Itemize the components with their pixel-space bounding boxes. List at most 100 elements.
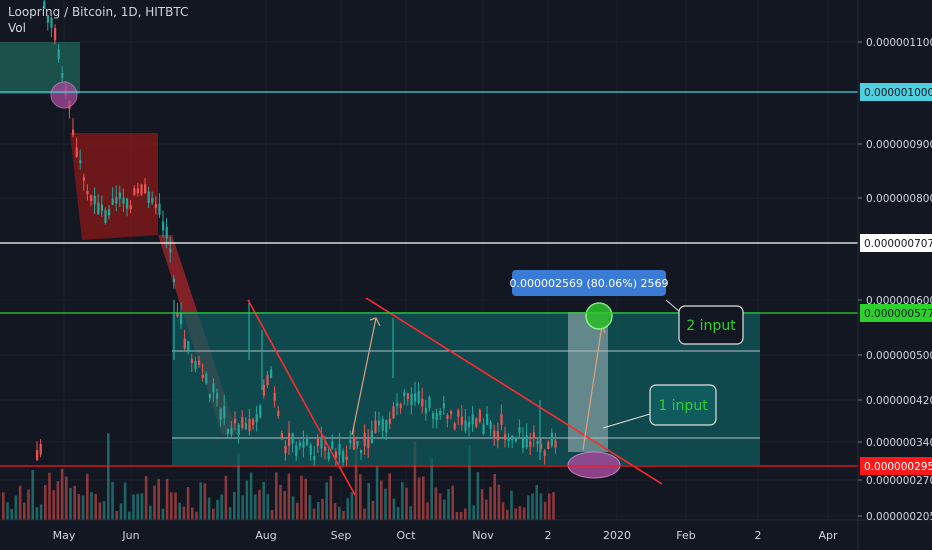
volume-bar	[531, 493, 534, 520]
y-tick-label: 0.0000003400	[866, 437, 932, 449]
volume-bar	[6, 502, 9, 520]
volume-bar	[195, 511, 198, 520]
candle-body	[450, 411, 453, 415]
x-tick-label: Oct	[396, 529, 416, 542]
volume-bar	[44, 485, 47, 520]
candle-body	[104, 210, 107, 223]
y-tick-label: 0.0000009000	[866, 139, 932, 151]
candle-body	[428, 397, 431, 408]
candle-body	[439, 410, 442, 416]
candle-body	[82, 177, 85, 181]
volume-bar	[136, 493, 139, 520]
candle-body	[453, 423, 456, 430]
candle-body	[435, 413, 438, 421]
volume-bar	[489, 486, 492, 520]
y-tick-label: 0.0000002050	[866, 511, 932, 523]
candle-body	[176, 312, 179, 317]
candle-body	[79, 159, 82, 163]
x-tick-label: Feb	[676, 529, 695, 542]
candle-body	[39, 443, 42, 455]
volume-bar	[18, 485, 22, 520]
candle-body	[464, 420, 467, 431]
candle-body	[90, 195, 93, 201]
volume-bar	[270, 509, 274, 520]
trendline-descending-short	[247, 299, 356, 496]
callout-pointer-1	[602, 413, 651, 429]
candle-body	[291, 433, 294, 444]
volume-bar	[149, 505, 152, 520]
volume-bar	[69, 487, 72, 520]
volume-bar	[333, 503, 337, 520]
candle-body	[478, 409, 481, 422]
candle-body	[172, 278, 175, 283]
volume-bar	[548, 493, 551, 520]
candle-body	[108, 209, 111, 216]
volume-bar	[501, 502, 505, 520]
volume-bar	[283, 490, 286, 520]
candle-body	[306, 437, 309, 445]
volume-bar	[174, 492, 177, 520]
volume-bar	[56, 481, 60, 520]
candle-body	[262, 384, 265, 396]
trendline-descending-long	[365, 297, 663, 485]
candle-body	[126, 198, 129, 209]
candle-body	[460, 416, 463, 425]
volume-bar	[48, 472, 51, 520]
candle-body	[554, 440, 557, 448]
candle-body	[360, 449, 363, 454]
candle-body	[424, 407, 427, 414]
candle-body	[316, 437, 319, 447]
candle-body	[216, 393, 219, 399]
arrow-head-1	[369, 317, 381, 327]
volume-bar	[77, 494, 81, 520]
candle-body	[151, 198, 154, 203]
candle-body	[248, 418, 251, 432]
candle-body	[522, 438, 525, 448]
candle-body	[356, 441, 359, 446]
candle-body	[525, 435, 528, 448]
volume-bar	[321, 498, 324, 520]
x-tick-label: Sep	[331, 529, 352, 542]
candle-body	[457, 410, 460, 417]
candle-body	[334, 451, 337, 458]
candle-body	[493, 430, 496, 439]
volume-bar	[178, 502, 181, 520]
candle-body	[212, 383, 215, 393]
candle-body	[298, 442, 301, 447]
callout-label-1: 1 input	[658, 398, 708, 414]
candle-body	[273, 392, 276, 401]
volume-bar	[140, 493, 144, 520]
candle-body	[403, 392, 406, 396]
x-tick-label: 2	[545, 529, 552, 542]
candle-body	[180, 312, 183, 324]
volume-bar	[312, 508, 316, 520]
volume-bar	[241, 495, 244, 520]
candle-body	[237, 424, 240, 435]
candle-body	[396, 403, 399, 407]
candle-body	[190, 358, 193, 363]
volume-bar	[300, 475, 303, 520]
candle-body	[374, 420, 377, 433]
candle-body	[529, 441, 532, 447]
candle-body	[406, 393, 409, 399]
candle-body	[547, 442, 550, 449]
volume-bar	[329, 476, 333, 520]
volume-bar	[291, 496, 295, 520]
volume-bar	[115, 511, 118, 520]
volume-bar	[527, 495, 530, 520]
volume-bar	[539, 493, 543, 520]
volume-bar	[363, 508, 366, 520]
candle-body	[486, 414, 489, 425]
volume-bar	[228, 507, 232, 520]
volume-bar	[342, 510, 345, 520]
candle-body	[144, 184, 147, 194]
volume-bar	[132, 494, 135, 520]
candle-body	[550, 432, 553, 446]
annotations: 0.000002569 (80.06%) 2569 2 input 1 input	[510, 270, 744, 429]
candle-body	[331, 441, 334, 449]
volume-bar	[380, 480, 383, 520]
candle-body	[295, 445, 298, 456]
